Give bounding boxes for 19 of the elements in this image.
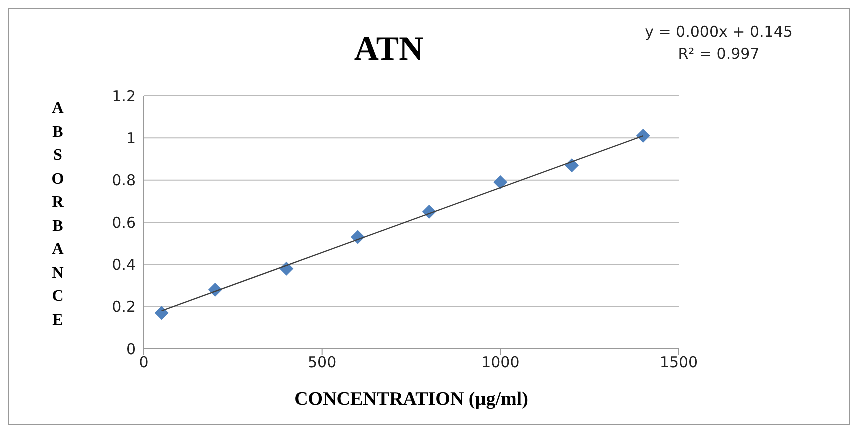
y-tick-label: 1 xyxy=(126,129,136,148)
x-tick-label: 500 xyxy=(308,354,337,372)
point xyxy=(494,175,508,190)
y-tick-label: 0.8 xyxy=(112,172,136,190)
text: y = 0.000x + 0.145 xyxy=(644,22,794,43)
y-tick-label: 0.2 xyxy=(112,298,136,316)
y-tick-label: 0.6 xyxy=(112,214,136,232)
y-tick-label: 1.2 xyxy=(112,87,136,106)
x-axis-title: CONCENTRATION (µg/ml) xyxy=(294,389,530,411)
text: ABSORBANCE xyxy=(52,100,64,328)
x-tick-label: 1000 xyxy=(482,354,520,372)
x-tick-label: 1500 xyxy=(660,354,698,372)
x-tick-label: 0 xyxy=(139,354,149,372)
y-tick-label: 0 xyxy=(126,340,136,358)
point xyxy=(636,129,650,144)
text: R² = 0.997 xyxy=(677,44,761,65)
point xyxy=(154,306,169,320)
chart-title: ATN xyxy=(354,31,424,68)
y-tick-label: 0.4 xyxy=(112,256,136,274)
